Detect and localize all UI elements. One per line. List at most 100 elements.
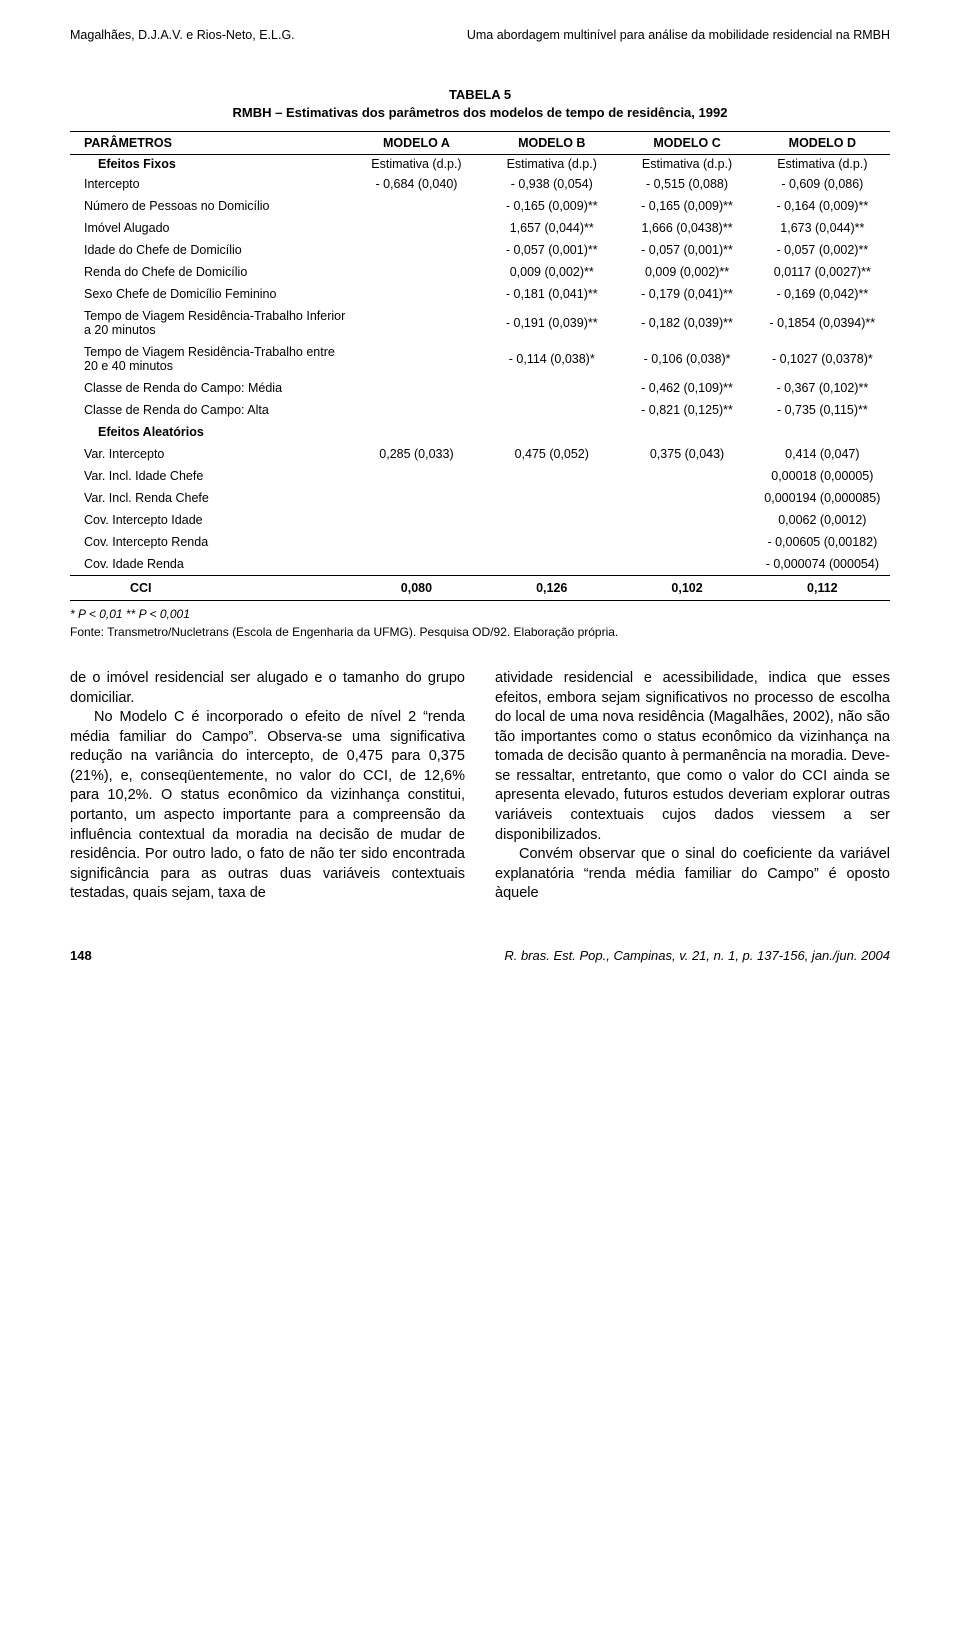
running-head-right: Uma abordagem multinível para análise da… [467,28,890,42]
table-significance-note: * P < 0,01 ** P < 0,001 [70,607,890,621]
page-number: 148 [70,948,92,963]
param-label: Tempo de Viagem Residência-Trabalho entr… [70,341,349,377]
param-value [484,465,619,487]
param-value [619,531,754,553]
table-row: Var. Incl. Renda Chefe 0,000194 (0,000085… [70,487,890,509]
left-p2: No Modelo C é incorporado o efeito de ní… [70,708,465,904]
table-row: Cov. Idade Renda- 0,000074 (000054) [70,553,890,576]
table-row: Número de Pessoas no Domicílio - 0,165 (0… [70,195,890,217]
param-label: Cov. Intercepto Idade [70,509,349,531]
page: Magalhães, D.J.A.V. e Rios-Neto, E.L.G. … [0,0,960,1003]
cci-label: CCI [70,576,349,601]
param-value: - 0,00605 (0,00182) [755,531,890,553]
param-value: 0,0117 (0,0027)** [755,261,890,283]
param-label: Imóvel Alugado [70,217,349,239]
param-label: Cov. Intercepto Renda [70,531,349,553]
right-p1: atividade residencial e acessibilidade, … [495,669,890,845]
param-value: 0,375 (0,043) [619,443,754,465]
col-parametros: PARÂMETROS [70,132,349,155]
table-source: Fonte: Transmetro/Nucletrans (Escola de … [70,625,890,639]
running-head-left: Magalhães, D.J.A.V. e Rios-Neto, E.L.G. [70,28,295,42]
param-label: Classe de Renda do Campo: Média [70,377,349,399]
table-row: Cov. Intercepto Idade0,0062 (0,0012) [70,509,890,531]
right-p2: Convém observar que o sinal do coeficien… [495,845,890,904]
param-value: 0,475 (0,052) [484,443,619,465]
efeitos-fixos-label: Efeitos Fixos [70,155,349,174]
param-value: - 0,609 (0,086) [755,173,890,195]
left-p1: de o imóvel residencial ser alugado e o … [70,669,465,708]
table-row: Classe de Renda do Campo: Média - 0,462 (… [70,377,890,399]
param-value: - 0,114 (0,038)* [484,341,619,377]
table-row: Intercepto- 0,684 (0,040)- 0,938 (0,054)… [70,173,890,195]
param-value [349,283,484,305]
table-row: Imóvel Alugado 1,657 (0,044)**1,666 (0,04… [70,217,890,239]
col-modelo-d: MODELO D [755,132,890,155]
param-value: 0,000194 (0,000085) [755,487,890,509]
param-value [619,509,754,531]
param-value: - 0,169 (0,042)** [755,283,890,305]
param-label: Número de Pessoas no Domicílio [70,195,349,217]
cci-a: 0,080 [349,576,484,601]
param-value: - 0,462 (0,109)** [619,377,754,399]
param-value: - 0,165 (0,009)** [619,195,754,217]
param-value [349,195,484,217]
param-value [349,399,484,421]
cci-d: 0,112 [755,576,890,601]
param-value: - 0,182 (0,039)** [619,305,754,341]
param-value [349,305,484,341]
param-value: 0,00018 (0,00005) [755,465,890,487]
param-label: Classe de Renda do Campo: Alta [70,399,349,421]
param-value: 0,414 (0,047) [755,443,890,465]
param-value: 1,657 (0,044)** [484,217,619,239]
param-value: 1,666 (0,0438)** [619,217,754,239]
param-value: - 0,181 (0,041)** [484,283,619,305]
param-label: Intercepto [70,173,349,195]
table-header-row: PARÂMETROS MODELO A MODELO B MODELO C MO… [70,132,890,155]
left-column: de o imóvel residencial ser alugado e o … [70,669,465,904]
table-row: Renda do Chefe de Domicílio0,009 (0,002)… [70,261,890,283]
efeitos-aleatorios-label: Efeitos Aleatórios [70,421,890,443]
param-value: 0,285 (0,033) [349,443,484,465]
body-text: de o imóvel residencial ser alugado e o … [70,669,890,904]
table-caption-line1: TABELA 5 [70,86,890,104]
row-efeitos-aleatorios: Efeitos Aleatórios [70,421,890,443]
table-caption-line2: RMBH – Estimativas dos parâmetros dos mo… [70,104,890,122]
param-label: Tempo de Viagem Residência-Trabalho Infe… [70,305,349,341]
param-value: - 0,057 (0,001)** [484,239,619,261]
param-label: Idade do Chefe de Domicílio [70,239,349,261]
param-label: Var. Intercepto [70,443,349,465]
param-value [349,341,484,377]
param-value [484,487,619,509]
page-footer: 148 R. bras. Est. Pop., Campinas, v. 21,… [70,948,890,963]
param-value: - 0,1027 (0,0378)* [755,341,890,377]
param-value: - 0,179 (0,041)** [619,283,754,305]
table-row: Var. Incl. Idade Chefe0,00018 (0,00005) [70,465,890,487]
col-modelo-c: MODELO C [619,132,754,155]
row-efeitos-fixos: Efeitos Fixos Estimativa (d.p.) Estimati… [70,155,890,174]
param-value: - 0,821 (0,125)** [619,399,754,421]
sig-note-text: * P < 0,01 ** P < 0,001 [70,607,190,621]
param-value [349,465,484,487]
param-value: - 0,515 (0,088) [619,173,754,195]
param-value: - 0,057 (0,002)** [755,239,890,261]
param-value: - 0,684 (0,040) [349,173,484,195]
right-column: atividade residencial e acessibilidade, … [495,669,890,904]
param-value: 0,009 (0,002)** [484,261,619,283]
param-value: - 0,000074 (000054) [755,553,890,576]
param-label: Var. Incl. Renda Chefe [70,487,349,509]
param-value [349,553,484,576]
param-label: Sexo Chefe de Domicílio Feminino [70,283,349,305]
est-d: Estimativa (d.p.) [755,155,890,174]
param-value [349,261,484,283]
param-value: - 0,735 (0,115)** [755,399,890,421]
param-value [349,377,484,399]
running-head: Magalhães, D.J.A.V. e Rios-Neto, E.L.G. … [70,28,890,42]
param-value [349,217,484,239]
table-caption: TABELA 5 RMBH – Estimativas dos parâmetr… [70,86,890,121]
col-modelo-a: MODELO A [349,132,484,155]
param-value: - 0,057 (0,001)** [619,239,754,261]
param-value: - 0,164 (0,009)** [755,195,890,217]
param-value: - 0,367 (0,102)** [755,377,890,399]
row-cci: CCI 0,080 0,126 0,102 0,112 [70,576,890,601]
param-value [349,239,484,261]
